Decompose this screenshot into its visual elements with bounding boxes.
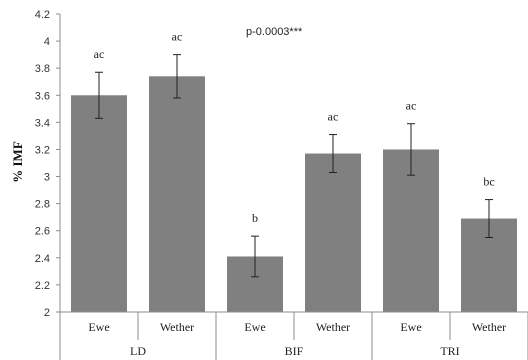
x-group-label: BIF bbox=[285, 344, 304, 358]
y-axis-label: % IMF bbox=[10, 141, 25, 183]
y-tick-label: 3.8 bbox=[35, 63, 50, 75]
p-value-annotation: p-0.0003*** bbox=[246, 26, 303, 38]
y-tick-label: 3.4 bbox=[35, 117, 50, 129]
bar bbox=[149, 76, 205, 313]
y-tick-label: 3.6 bbox=[35, 90, 50, 102]
y-tick-label: 4 bbox=[44, 36, 50, 48]
y-tick-label: 2.2 bbox=[35, 280, 50, 292]
x-category-label: Wether bbox=[472, 320, 506, 334]
x-category-label: Ewe bbox=[88, 320, 109, 334]
x-category-label: Ewe bbox=[244, 320, 265, 334]
y-tick-label: 2.8 bbox=[35, 199, 50, 211]
x-category-label: Wether bbox=[160, 320, 194, 334]
y-tick-label: 2 bbox=[44, 307, 50, 319]
y-axis: 2 2.2 2.4 2.6 2.8 3 3.2 3.4 3.6 3.8 4 4.2 bbox=[35, 9, 61, 319]
y-tick-label: 3 bbox=[44, 172, 50, 184]
data-label: ac bbox=[94, 47, 105, 61]
bar bbox=[71, 95, 127, 312]
x-group-label: TRI bbox=[440, 344, 459, 358]
bar bbox=[383, 149, 439, 312]
x-category-label: Ewe bbox=[400, 320, 421, 334]
x-axis: Ewe Wether Ewe Wether Ewe Wether LD BIF TRI bbox=[59, 311, 528, 360]
y-tick-label: 2.4 bbox=[35, 253, 50, 265]
y-tick-label: 2.6 bbox=[35, 226, 50, 238]
data-label: ac bbox=[328, 110, 339, 124]
data-label: ac bbox=[406, 99, 417, 113]
y-tick-label: 3.2 bbox=[35, 144, 50, 156]
x-category-label: Wether bbox=[316, 320, 350, 334]
data-label: b bbox=[252, 211, 258, 225]
y-tick-label: 4.2 bbox=[35, 9, 50, 21]
data-label: bc bbox=[483, 175, 494, 189]
data-label: ac bbox=[172, 30, 183, 44]
x-group-label: LD bbox=[130, 344, 146, 358]
bar bbox=[305, 153, 361, 312]
bars: ac ac b ac ac bc bbox=[71, 30, 517, 313]
